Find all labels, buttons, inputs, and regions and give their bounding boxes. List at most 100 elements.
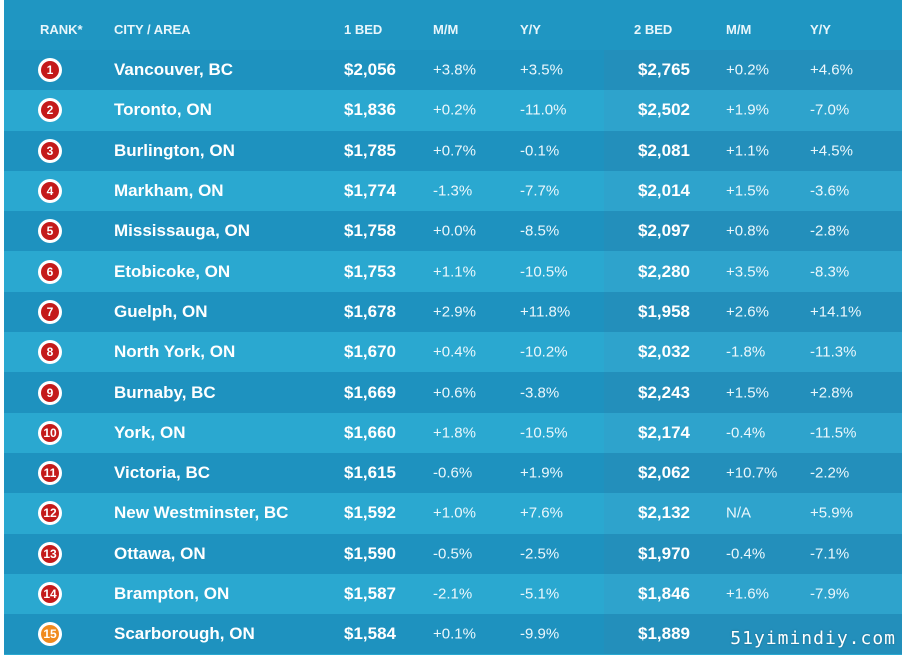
two-bed-mm-change: +1.1% [726, 142, 769, 160]
one-bed-yy-column-header: Y/Y [520, 22, 541, 37]
two-bed-rent: $2,032 [638, 342, 690, 362]
two-bed-column-band [604, 50, 902, 91]
rank-number: 14 [41, 585, 59, 603]
one-bed-mm-change: +0.2% [433, 101, 476, 119]
one-bed-yy-change: -9.9% [520, 625, 560, 643]
rank-number: 9 [41, 383, 59, 402]
city-name: Ottawa, ON [114, 543, 206, 563]
two-bed-rent: $2,502 [638, 100, 690, 120]
one-bed-mm-change: +1.1% [433, 263, 476, 281]
one-bed-yy-change: -8.5% [520, 222, 560, 240]
two-bed-yy-change: -8.3% [810, 263, 850, 281]
table-row: 2 Toronto, ON $1,836 +0.2% -11.0% $2,502 +1.9%… [4, 90, 902, 131]
one-bed-mm-change: +2.9% [433, 303, 476, 321]
one-bed-rent: $1,670 [344, 342, 396, 362]
city-name: Burlington, ON [114, 140, 235, 160]
rank-badge: 13 [38, 541, 62, 566]
one-bed-rent: $2,056 [344, 60, 396, 80]
two-bed-rent: $2,174 [638, 422, 690, 442]
one-bed-mm-change: +1.8% [433, 424, 476, 442]
two-bed-mm-change: +3.5% [726, 263, 769, 281]
two-bed-column-band [604, 251, 902, 292]
table-row: 6 Etobicoke, ON $1,753 +1.1% -10.5% $2,280 +3.… [4, 251, 902, 292]
one-bed-rent: $1,785 [344, 140, 396, 160]
one-bed-yy-change: +7.6% [520, 504, 563, 522]
two-bed-mm-change: +10.7% [726, 464, 778, 482]
rank-badge: 4 [38, 179, 62, 204]
two-bed-yy-change: -7.0% [810, 101, 850, 119]
two-bed-yy-change: +4.6% [810, 61, 853, 79]
one-bed-rent: $1,615 [344, 463, 396, 483]
one-bed-yy-change: -7.7% [520, 182, 560, 200]
two-bed-mm-change: +0.2% [726, 61, 769, 79]
two-bed-yy-change: -3.6% [810, 182, 850, 200]
one-bed-mm-change: +0.4% [433, 343, 476, 361]
city-name: Markham, ON [114, 181, 224, 201]
one-bed-rent: $1,758 [344, 221, 396, 241]
two-bed-yy-change: -11.5% [810, 424, 857, 442]
rank-number: 5 [41, 222, 59, 241]
rank-badge: 2 [38, 98, 62, 123]
two-bed-column-band [604, 412, 902, 453]
table-body: 1 Vancouver, BC $2,056 +3.8% +3.5% $2,765 +0.2… [4, 50, 902, 655]
city-name: Toronto, ON [114, 100, 212, 120]
one-bed-mm-change: -0.6% [433, 464, 473, 482]
city-name: Victoria, BC [114, 463, 211, 483]
rank-number: 1 [41, 61, 59, 80]
one-bed-rent: $1,753 [344, 261, 396, 281]
two-bed-yy-change: -7.9% [810, 585, 850, 603]
two-bed-column-band [604, 614, 902, 655]
one-bed-rent: $1,584 [344, 624, 396, 644]
one-bed-rent: $1,592 [344, 503, 396, 523]
rank-number: 7 [41, 302, 59, 321]
two-bed-mm-change: -0.4% [726, 545, 766, 563]
city-name: Scarborough, ON [114, 624, 255, 644]
table-header: RANK* CITY / AREA 1 BED M/M Y/Y 2 BED M/… [4, 0, 902, 50]
one-bed-mm-change: +0.7% [433, 142, 476, 160]
rank-number: 6 [41, 262, 59, 281]
two-bed-mm-change: +1.9% [726, 101, 769, 119]
two-bed-rent: $1,846 [638, 584, 690, 603]
two-bed-column-band [604, 211, 902, 252]
rank-number: 15 [41, 625, 59, 644]
table-row: 1 Vancouver, BC $2,056 +3.8% +3.5% $2,765 +0.2… [4, 50, 902, 91]
rank-number: 13 [41, 544, 59, 563]
table-row: 11 Victoria, BC $1,615 -0.6% +1.9% $2,062 +10.… [4, 452, 902, 494]
rank-badge: 3 [38, 138, 62, 163]
one-bed-yy-change: -10.5% [520, 424, 568, 442]
two-bed-rent: $2,014 [638, 181, 690, 201]
two-bed-rent: $2,081 [638, 140, 690, 160]
rent-ranking-table: RANK* CITY / AREA 1 BED M/M Y/Y 2 BED M/… [4, 0, 902, 655]
two-bed-mm-change: +2.6% [726, 303, 769, 321]
city-name: Mississauga, ON [114, 221, 251, 241]
two-bed-rent: $2,243 [638, 382, 690, 402]
rank-badge: 15 [38, 622, 62, 647]
one-bed-yy-change: -10.5% [520, 263, 568, 281]
rank-number: 3 [41, 141, 59, 160]
table-row: 9 Burnaby, BC $1,669 +0.6% -3.8% $2,243 +1.5% +… [4, 372, 902, 413]
two-bed-yy-change: -7.1% [810, 545, 850, 563]
two-bed-mm-change: N/A [726, 504, 752, 522]
rank-number: 10 [41, 423, 59, 442]
two-bed-rent: $1,970 [638, 543, 690, 563]
table-row: 5 Mississauga, ON $1,758 +0.0% -8.5% $2,097 +0… [4, 211, 902, 252]
two-bed-yy-change: +4.5% [810, 142, 853, 160]
two-bed-column-band [604, 332, 902, 373]
two-bed-column-band [604, 90, 902, 131]
table-row: 3 Burlington, ON $1,785 +0.7% -0.1% $2,081 +1.… [4, 130, 902, 171]
two-bed-mm-change: -0.4% [726, 424, 766, 442]
rank-column-header: RANK* [40, 22, 83, 37]
city-name: Vancouver, BC [114, 60, 234, 80]
rank-number: 12 [41, 504, 59, 523]
two-bed-rent: $1,889 [638, 624, 690, 644]
table-row: 7 Guelph, ON $1,678 +2.9% +11.8% $1,958 +2.6% +… [4, 291, 902, 333]
one-bed-yy-change: -2.5% [520, 545, 560, 563]
one-bed-rent: $1,660 [344, 422, 396, 442]
table-row: 4 Markham, ON $1,774 -1.3% -7.7% $2,014 +1.5% -… [4, 170, 902, 212]
two-bed-yy-change: +2.8% [810, 384, 853, 402]
two-bed-yy-change: -2.2% [810, 464, 850, 482]
two-bed-yy-column-header: Y/Y [810, 22, 831, 37]
rank-badge: 10 [38, 420, 62, 445]
rank-badge: 6 [38, 259, 62, 284]
two-bed-rent: $2,097 [638, 221, 690, 241]
